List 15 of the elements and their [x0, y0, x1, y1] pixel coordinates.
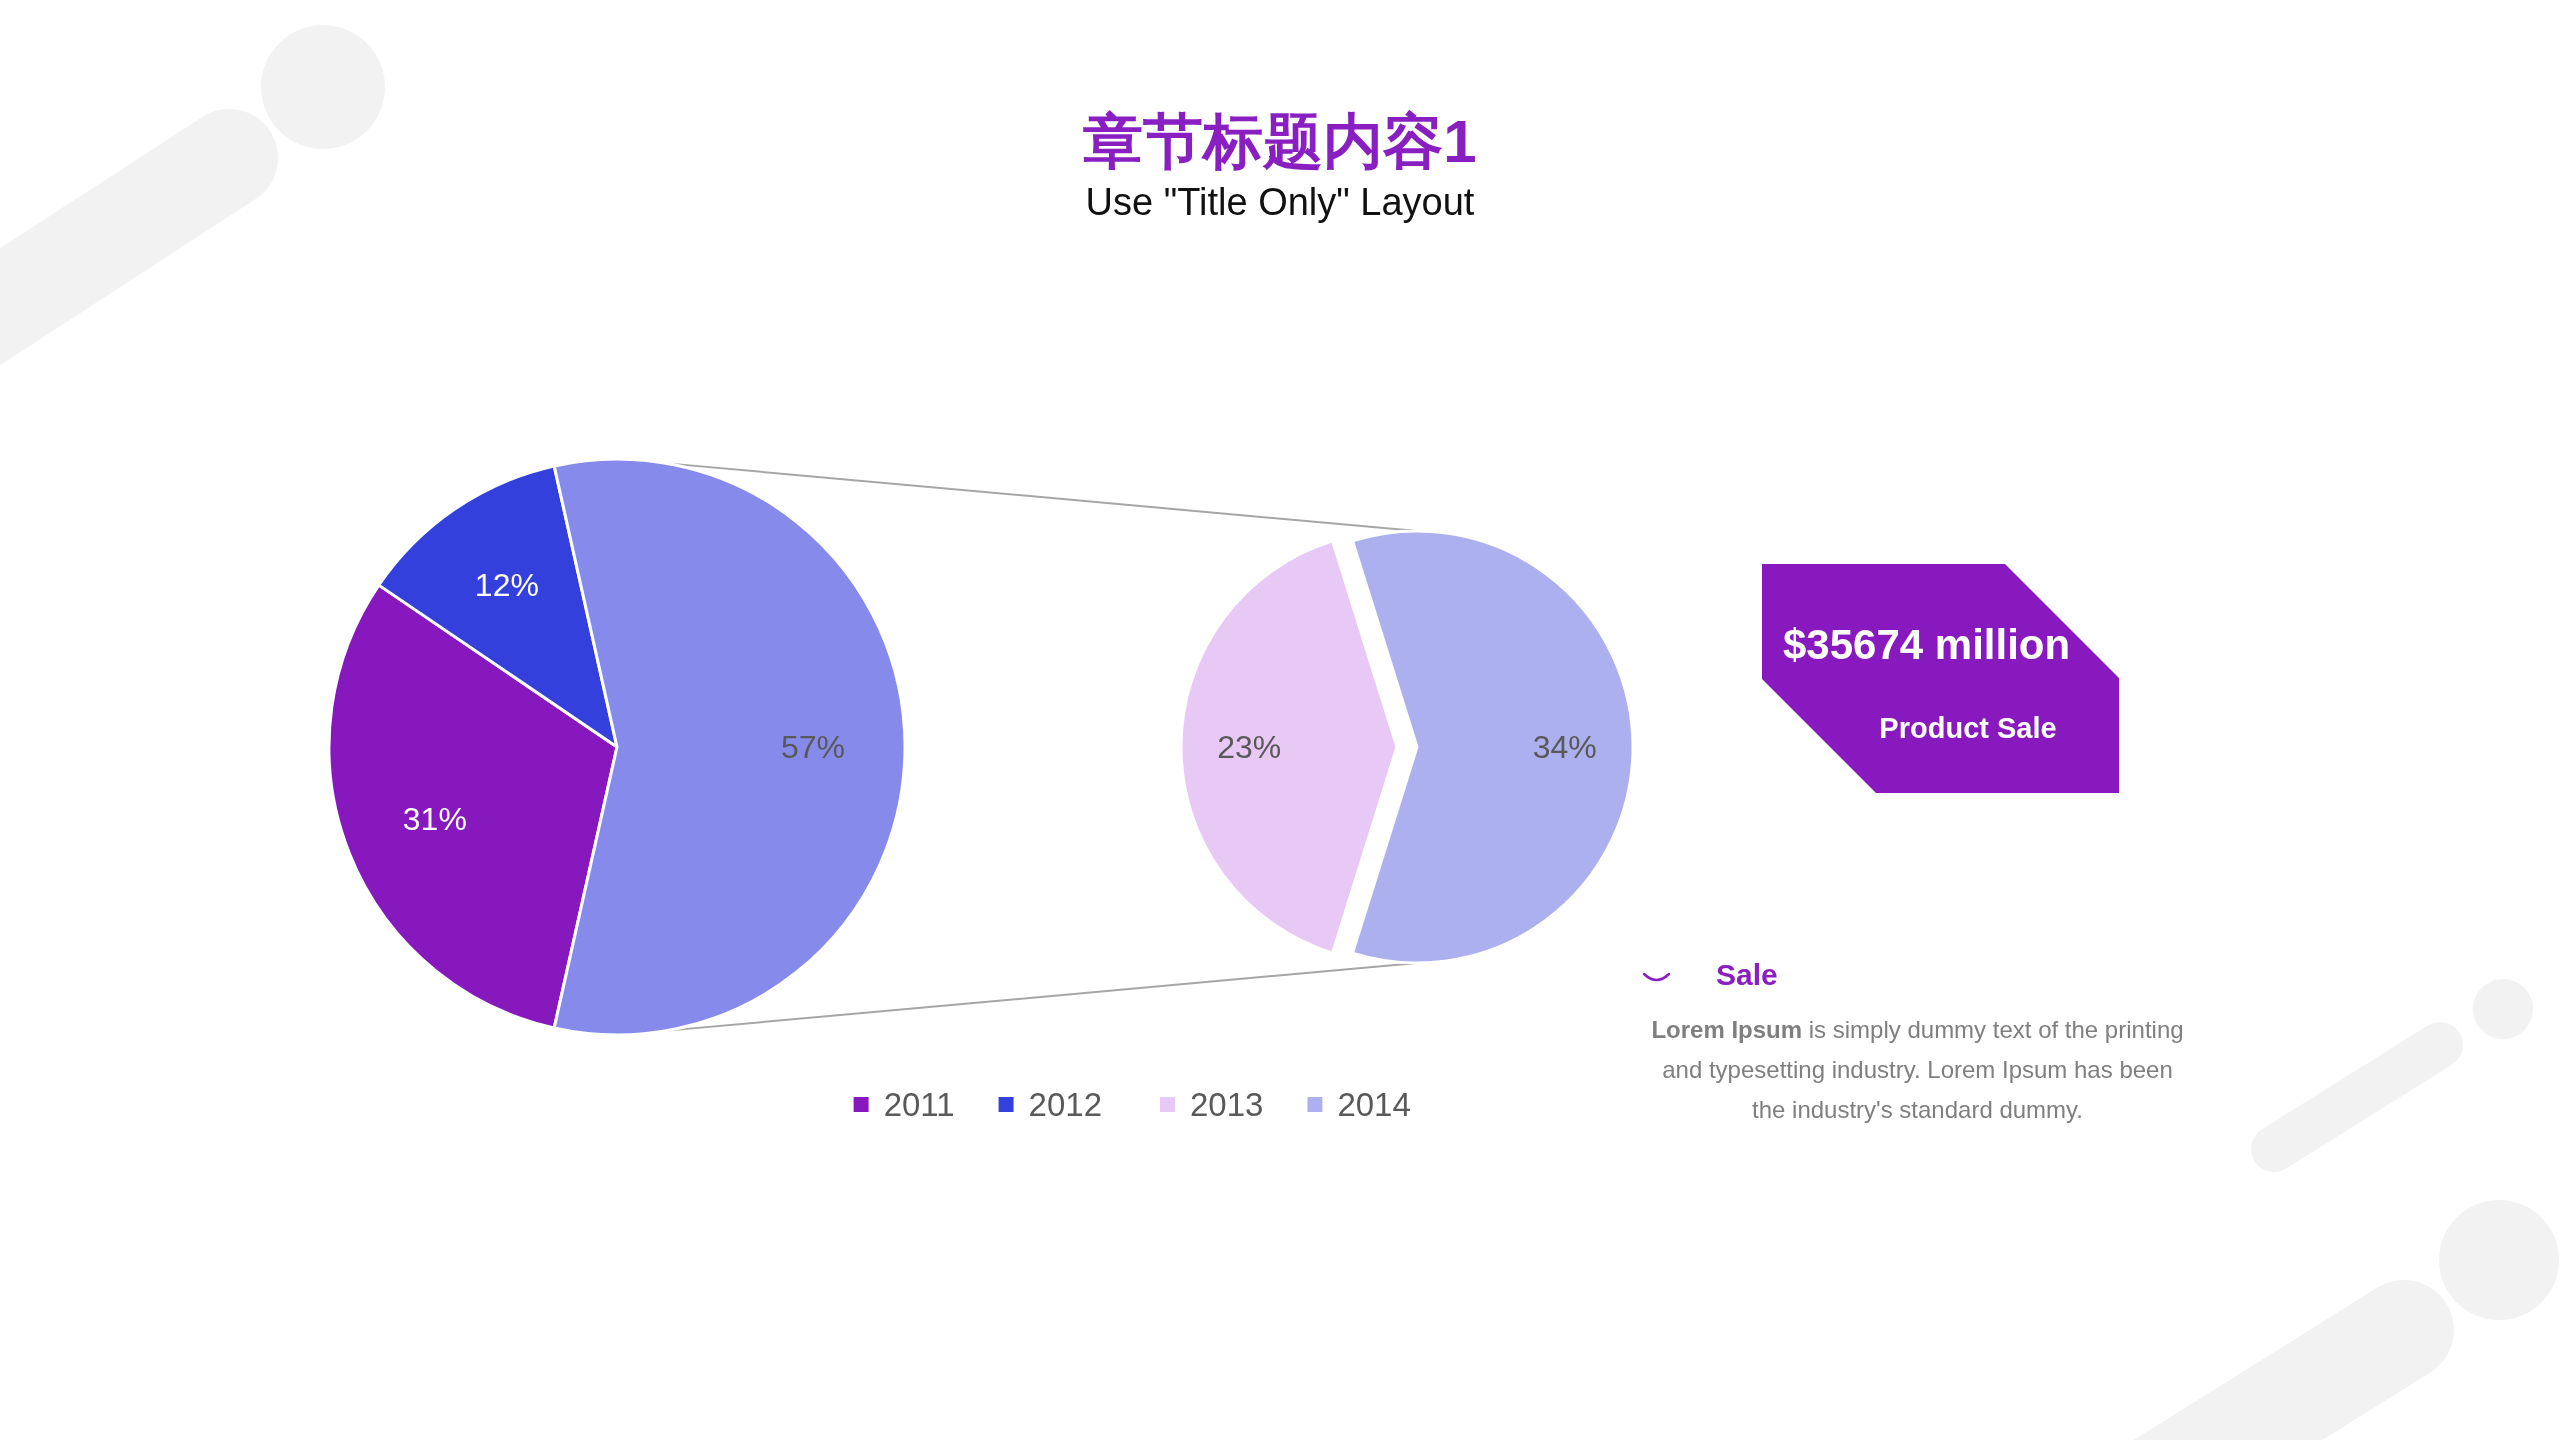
- data-label: 57%: [780, 729, 845, 765]
- data-label: 23%: [1217, 729, 1282, 765]
- text: Sale: [1716, 958, 1778, 991]
- text: Product Sale: [1878, 712, 2058, 744]
- legend-label: 2013: [1190, 1086, 1264, 1123]
- text: Lorem Ipsum is simply dummy text of the printing and typesetting industry. Lorem Ipsum has been the industry's standard dummy.: [1651, 1016, 2184, 1123]
- text: $35674 million: [1783, 621, 2071, 668]
- legend-label: 2012: [1028, 1086, 1103, 1123]
- text: Use "Title Only" Layout: [1085, 181, 1475, 223]
- legend-label: 2014: [1337, 1086, 1411, 1123]
- text: 章节标题内容1: [1083, 107, 1477, 175]
- data-label: 31%: [402, 801, 467, 838]
- legend-label: 2011: [883, 1086, 955, 1123]
- data-label: 34%: [1532, 729, 1597, 765]
- data-label: 12%: [474, 566, 539, 603]
